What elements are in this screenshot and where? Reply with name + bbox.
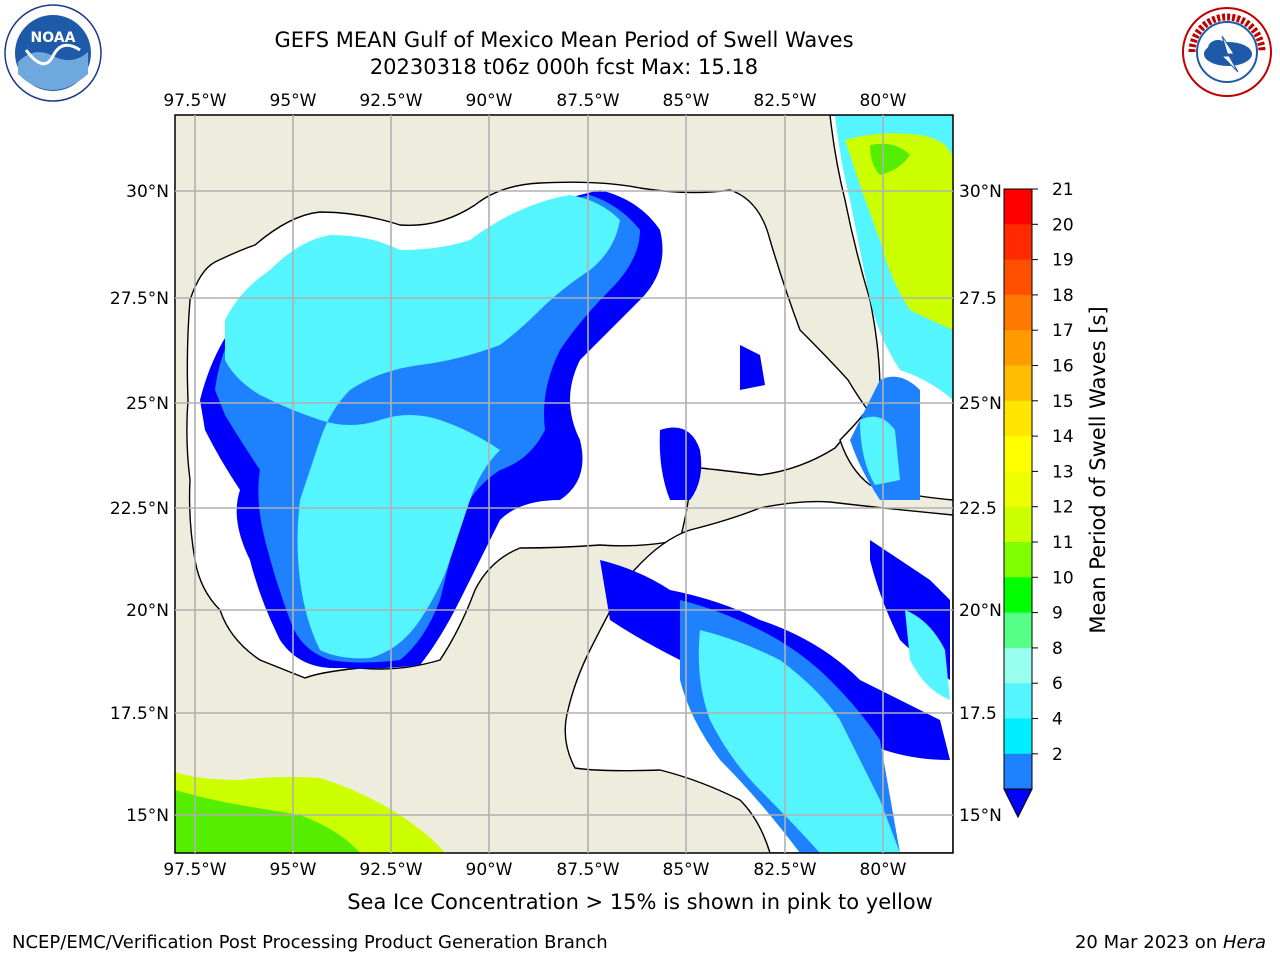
colorbar-tick-label: 20: [1052, 215, 1074, 235]
colorbar-tick-label: 12: [1052, 498, 1074, 518]
pacific-green-band: [175, 790, 360, 853]
lat-label-right: 30°N: [959, 182, 1002, 202]
sea-ice-note-text: Sea Ice Concentration > 15% is shown in …: [347, 890, 933, 914]
lat-label-left: 27.5°N: [110, 289, 169, 309]
chart-title: GEFS MEAN Gulf of Mexico Mean Period of …: [274, 28, 854, 52]
colorbar-label: Mean Period of Swell Waves [s]: [1086, 306, 1110, 633]
nws-logo: [1182, 7, 1272, 97]
lat-label-right: 22.5: [959, 499, 997, 519]
lat-label-right: 25°N: [959, 394, 1002, 414]
lat-label-left: 22.5°N: [110, 499, 169, 519]
colorbar-tick-label: 17: [1052, 321, 1074, 341]
colorbar-swatch: [1004, 259, 1032, 296]
lat-label-right: 15°N: [959, 806, 1002, 826]
colorbar-swatch: [1004, 718, 1032, 755]
colorbar-tick-label: 16: [1052, 357, 1074, 377]
colorbar-tick-label: 19: [1052, 251, 1074, 271]
colorbar-tick-label: 14: [1052, 427, 1074, 447]
lat-label-left: 25°N: [126, 394, 169, 414]
map-gridlines: [175, 115, 953, 853]
map-area: [175, 115, 953, 853]
lat-label-left: 15°N: [126, 806, 169, 826]
colorbar-tick-label: 4: [1052, 710, 1063, 730]
lat-label-right: 27.5: [959, 289, 997, 309]
map-frame: [174, 114, 954, 854]
colorbar-swatch: [1004, 506, 1032, 543]
lon-label-top: 92.5°W: [359, 91, 422, 111]
swell-field-atlantic: [835, 115, 953, 400]
lat-label-left: 30°N: [126, 182, 169, 202]
colorbar-swatch: [1004, 189, 1032, 225]
lon-label-top: 82.5°W: [753, 91, 816, 111]
map-tick-labels: 97.5°W 97.5°W 95°W 95°W 92.5°W 92.5°W 90°W 90°W…: [110, 91, 1002, 880]
lat-label-right: 20°N: [959, 601, 1002, 621]
lon-label-bottom: 97.5°W: [163, 860, 226, 880]
footer-date: 20 Mar 2023 on Hera: [1075, 932, 1266, 953]
lon-label-bottom: 87.5°W: [556, 860, 619, 880]
noaa-logo-text: NOAA: [31, 30, 76, 46]
noaa-logo: NOAA: [4, 4, 102, 102]
colorbar-tick-label: 11: [1052, 533, 1074, 553]
colorbar-swatch: [1004, 294, 1032, 331]
lon-label-top: 87.5°W: [556, 91, 619, 111]
lon-label-bottom: 90°W: [466, 860, 513, 880]
colorbar-tick-label: 9: [1052, 604, 1063, 624]
lon-label-top: 97.5°W: [163, 91, 226, 111]
colorbar-tick-label: 2: [1052, 745, 1063, 765]
colorbar-swatch: [1004, 436, 1032, 472]
colorbar-swatch: [1004, 753, 1032, 790]
colorbar: 21 20 19 18 17 16 15 14 13 12 11 10 9 8 6 4 2: [1003, 180, 1074, 819]
colorbar-swatch: [1004, 683, 1032, 719]
lon-label-top: 95°W: [270, 91, 317, 111]
swell-field-cyan: [225, 195, 950, 853]
colorbar-tick-label: 21: [1052, 180, 1074, 200]
colorbar-swatch: [1004, 365, 1032, 402]
colorbar-tick-label: 10: [1052, 568, 1074, 588]
lon-label-bottom: 82.5°W: [753, 860, 816, 880]
colorbar-swatch: [1004, 647, 1032, 684]
lat-label-left: 20°N: [126, 601, 169, 621]
colorbar-swatch: [1004, 224, 1032, 261]
colorbar-swatch: [1004, 330, 1032, 366]
colorbar-frame: [1003, 188, 1033, 790]
sea-ice-note: Sea Ice Concentration > 15% is shown in …: [0, 890, 1280, 914]
colorbar-tick-label: 8: [1052, 639, 1063, 659]
lon-label-top: 85°W: [663, 91, 710, 111]
lon-label-top: 80°W: [860, 91, 907, 111]
colorbar-tick-label: 18: [1052, 286, 1074, 306]
chart-subtitle: 20230318 t06z 000h fcst Max: 15.18: [369, 55, 759, 79]
footer-host: Hera: [1222, 932, 1266, 953]
colorbar-swatch: [1004, 577, 1032, 614]
colorbar-extend-arrow: [1003, 788, 1033, 819]
colorbar-swatch: [1004, 400, 1032, 437]
lon-label-bottom: 85°W: [663, 860, 710, 880]
lon-label-bottom: 80°W: [860, 860, 907, 880]
colorbar-tick-label: 6: [1052, 674, 1063, 694]
footer-credit: NCEP/EMC/Verification Post Processing Pr…: [12, 932, 608, 953]
colorbar-swatch: [1004, 471, 1032, 508]
lon-label-top: 90°W: [466, 91, 513, 111]
lon-label-bottom: 95°W: [270, 860, 317, 880]
colorbar-swatch: [1004, 612, 1032, 649]
colorbar-tick-label: 15: [1052, 392, 1074, 412]
colorbar-tick-label: 13: [1052, 462, 1074, 482]
footer-date-text: 20 Mar 2023 on: [1074, 932, 1223, 953]
lon-label-bottom: 92.5°W: [359, 860, 422, 880]
lat-label-right: 17.5: [959, 704, 997, 724]
lat-label-left: 17.5°N: [110, 704, 169, 724]
colorbar-swatch: [1004, 542, 1032, 578]
